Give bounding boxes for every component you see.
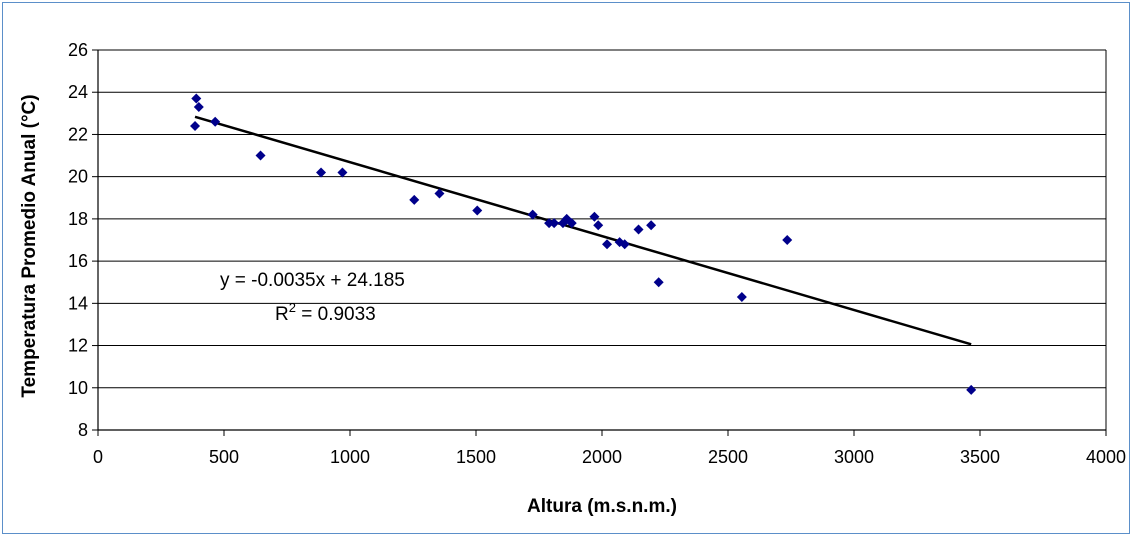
x-tick-label: 4000 — [1086, 447, 1126, 467]
data-point — [472, 205, 483, 216]
y-tick-label: 20 — [68, 167, 88, 187]
data-point — [646, 220, 657, 231]
data-point — [633, 224, 644, 235]
gridlines — [98, 49, 1106, 431]
data-point — [434, 188, 445, 199]
y-tick-label: 26 — [68, 40, 88, 60]
r-squared-value: = 0.9033 — [296, 304, 376, 325]
data-point — [527, 209, 538, 220]
data-point — [337, 167, 348, 178]
y-tick-label: 16 — [68, 251, 88, 271]
x-tick-label: 2500 — [708, 447, 748, 467]
data-point — [193, 102, 204, 112]
axes — [92, 49, 1107, 436]
x-tick-labels: 0 500 1000 1500 2000 2500 3000 3500 4000 — [93, 447, 1126, 467]
data-point — [653, 277, 664, 288]
x-tick-label: 1500 — [456, 447, 496, 467]
x-tick-label: 1000 — [330, 447, 370, 467]
x-tick-label: 2000 — [582, 447, 622, 467]
data-point — [966, 384, 977, 395]
y-tick-label: 22 — [68, 124, 88, 144]
r-squared-superscript: 2 — [289, 300, 296, 315]
data-point — [593, 220, 604, 231]
y-tick-label: 8 — [78, 420, 88, 440]
data-points — [190, 93, 977, 395]
x-tick-label: 500 — [209, 447, 239, 467]
data-point — [736, 292, 747, 302]
y-tick-label: 10 — [68, 378, 88, 398]
y-tick-label: 24 — [68, 82, 88, 102]
trendline-group — [194, 115, 972, 346]
y-tick-label: 14 — [68, 293, 88, 313]
trendline-equation: y = -0.0035x + 24.185 — [220, 270, 405, 291]
y-tick-label: 12 — [68, 336, 88, 356]
y-tick-label: 18 — [68, 209, 88, 229]
trendline — [194, 115, 972, 346]
y-axis-title: Temperatura Promedio Anual (°C) — [19, 94, 40, 397]
data-point — [589, 211, 600, 222]
data-point — [782, 235, 793, 245]
data-point — [602, 239, 613, 250]
data-point — [544, 218, 555, 229]
x-tick-label: 3000 — [834, 447, 874, 467]
data-point — [409, 194, 420, 205]
x-tick-label: 0 — [93, 447, 103, 467]
data-point — [549, 218, 560, 229]
data-point — [619, 239, 630, 250]
data-point — [190, 121, 201, 131]
data-point — [255, 150, 266, 161]
r-squared-prefix: R — [275, 304, 289, 325]
data-point — [316, 167, 327, 178]
x-tick-label: 3500 — [960, 447, 1000, 467]
data-point — [566, 218, 577, 229]
x-axis-title: Altura (m.s.n.m.) — [527, 496, 677, 517]
data-point — [210, 116, 221, 127]
r-squared-label: R2 = 0.9033 — [275, 300, 376, 325]
data-point — [191, 93, 202, 104]
y-tick-labels: 8 10 12 14 16 18 20 22 24 26 — [68, 40, 88, 440]
